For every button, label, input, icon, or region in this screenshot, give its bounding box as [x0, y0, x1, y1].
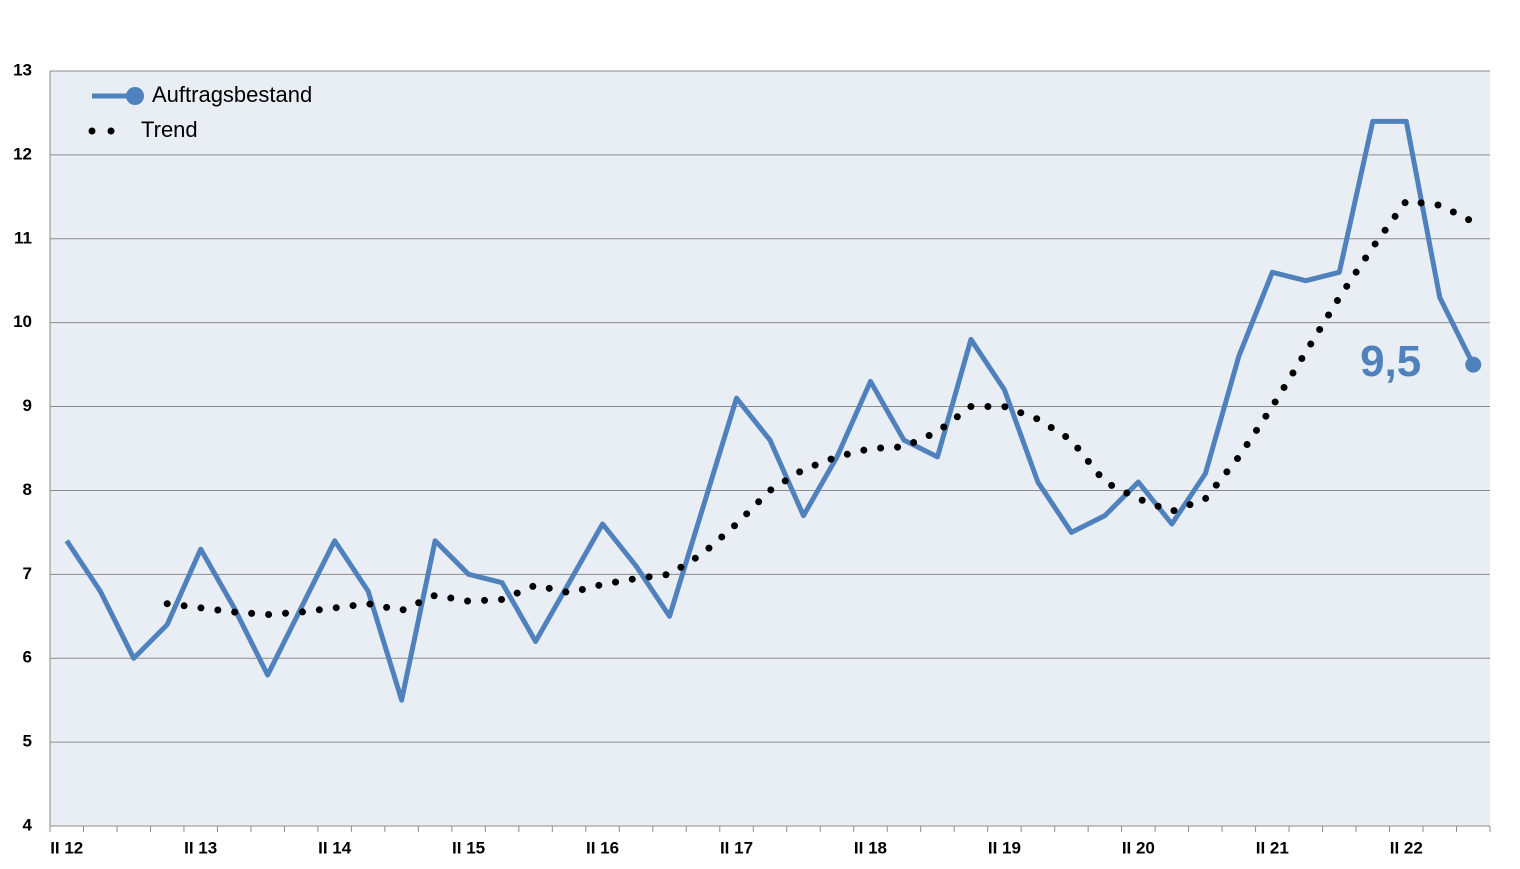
legend-label: Trend — [141, 117, 198, 142]
y-tick-label: 8 — [23, 480, 32, 499]
x-tick-label: II 17 — [720, 838, 753, 857]
y-tick-label: 6 — [23, 648, 32, 667]
x-tick-label: II 21 — [1256, 838, 1289, 857]
y-tick-label: 5 — [23, 732, 32, 751]
y-tick-label: 4 — [23, 815, 33, 834]
y-tick-label: 10 — [13, 312, 32, 331]
x-tick-label: II 15 — [452, 838, 485, 857]
series-line — [163, 197, 1477, 619]
value-label: 9,5 — [1360, 337, 1421, 386]
y-tick-label: 7 — [23, 564, 32, 583]
y-tick-label: 12 — [13, 144, 32, 163]
x-tick-label: II 19 — [988, 838, 1021, 857]
x-tick-label: II 18 — [854, 838, 887, 857]
x-tick-label: II 13 — [184, 838, 217, 857]
legend-label: Auftragsbestand — [152, 82, 312, 107]
series-line — [64, 118, 1476, 703]
y-tick-label: 9 — [23, 396, 32, 415]
plot-area — [50, 71, 1490, 826]
x-tick-label: II 12 — [50, 838, 83, 857]
x-tick-label: II 22 — [1390, 838, 1423, 857]
legend-swatch — [126, 87, 144, 105]
x-tick-label: II 14 — [318, 838, 352, 857]
point-marker — [1465, 356, 1482, 373]
x-tick-label: II 20 — [1122, 838, 1155, 857]
x-tick-label: II 16 — [586, 838, 619, 857]
y-tick-label: 11 — [14, 228, 32, 247]
y-tick-label: 13 — [13, 60, 32, 79]
